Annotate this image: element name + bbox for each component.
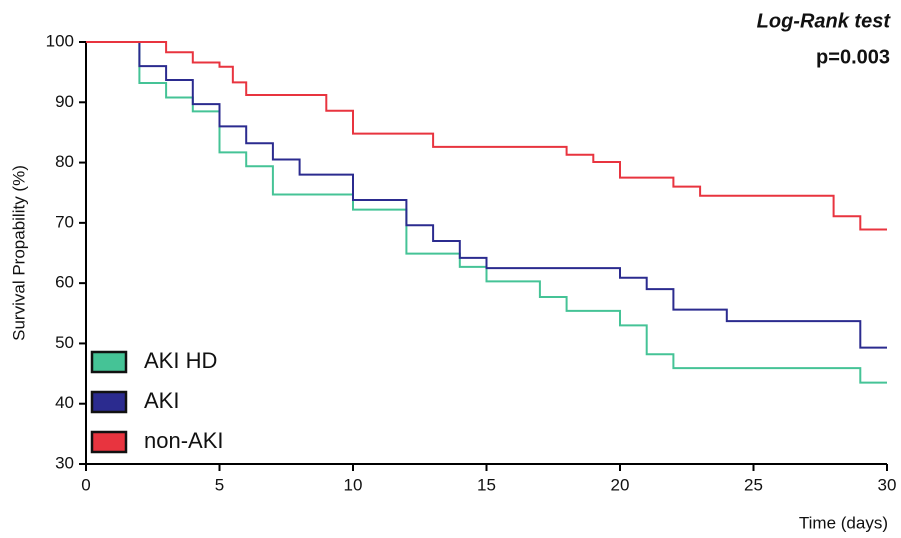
legend-label: AKI HD (144, 348, 217, 373)
y-tick-label: 50 (55, 333, 74, 352)
survival-curve (86, 41, 887, 384)
x-tick-label: 30 (878, 475, 897, 494)
legend-label: AKI (144, 388, 179, 413)
x-tick-label: 0 (81, 475, 90, 494)
annotation-title: Log-Rank test (757, 10, 892, 32)
legend-swatch (90, 350, 128, 374)
legend-swatch (90, 430, 128, 454)
y-tick-label: 30 (55, 453, 74, 472)
y-tick-label: 80 (55, 152, 74, 171)
y-tick-label: 60 (55, 273, 74, 292)
x-tick-label: 25 (744, 475, 763, 494)
x-tick-label: 10 (344, 475, 363, 494)
y-axis-label: Survival Propability (%) (9, 165, 28, 341)
y-tick-label: 40 (55, 393, 74, 412)
y-tick-label: 70 (55, 212, 74, 231)
x-axis-label: Time (days) (799, 513, 888, 532)
y-tick-label: 100 (46, 31, 74, 50)
legend-swatch (90, 390, 128, 414)
y-tick-label: 90 (55, 92, 74, 111)
survival-curve (86, 41, 887, 231)
x-tick-label: 20 (611, 475, 630, 494)
survival-curve (86, 41, 887, 349)
annotation-p: p=0.003 (816, 46, 890, 68)
x-tick-label: 15 (477, 475, 496, 494)
x-tick-label: 5 (215, 475, 224, 494)
legend-label: non-AKI (144, 428, 224, 453)
